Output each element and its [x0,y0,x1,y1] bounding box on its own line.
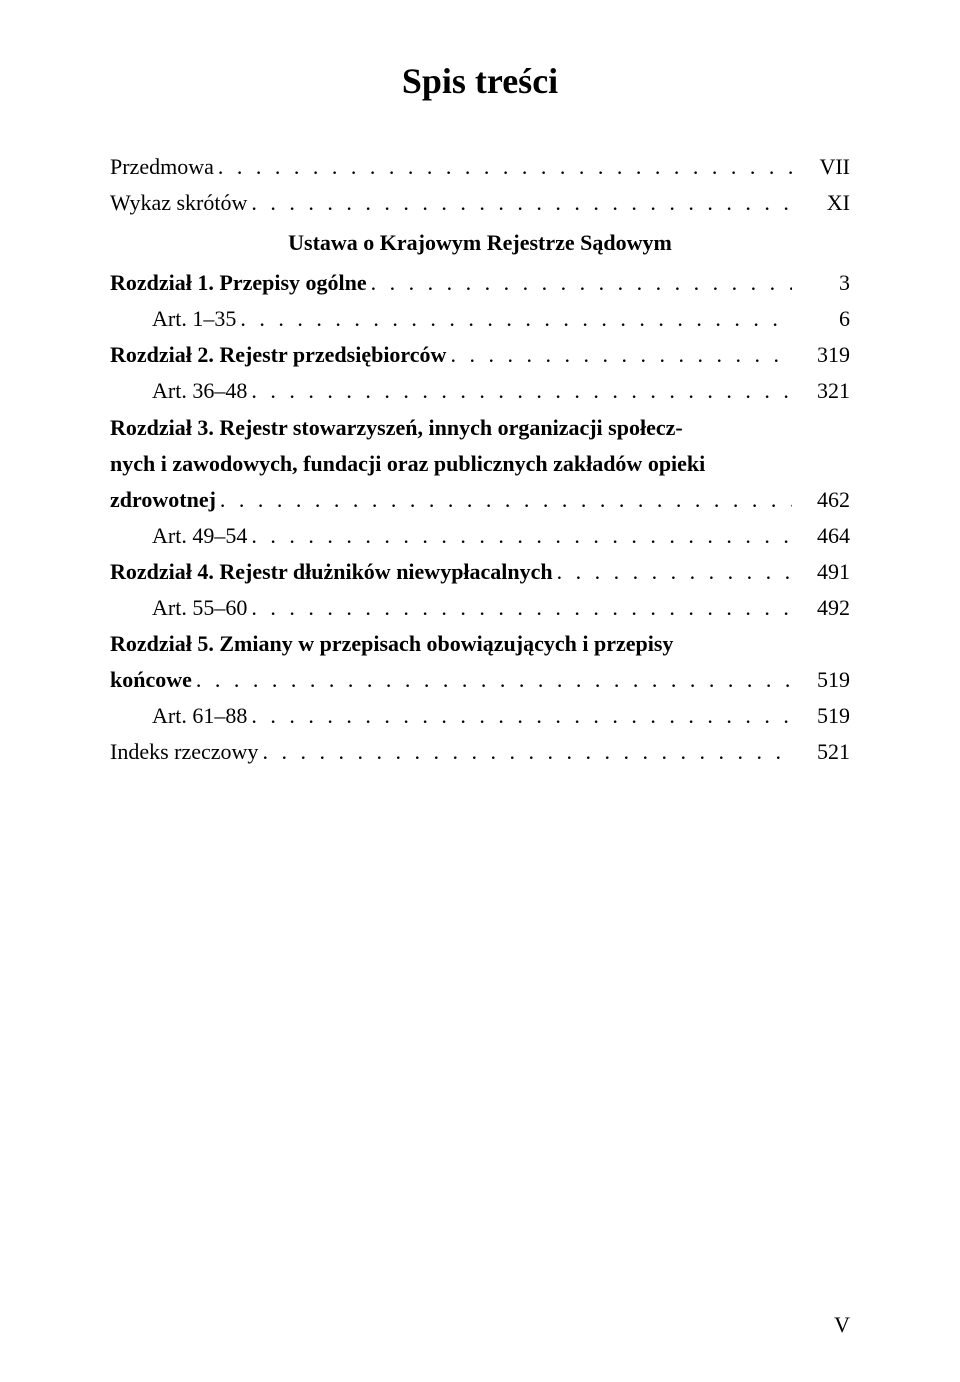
toc-dots [247,186,792,220]
toc-label: końcowe [110,663,192,697]
toc-dots [214,150,792,184]
toc-line-przedmowa: Przedmowa VII [110,150,850,184]
toc-label: Art. 36–48 [152,374,247,408]
toc-dots [367,266,792,300]
toc-line-r3-last: zdrowotnej 462 [110,483,850,517]
toc-label: Rozdział 4. Rejestr dłużników niewypłaca… [110,555,553,589]
toc-label: Art. 49–54 [152,519,247,553]
toc-line-r3-art: Art. 49–54 464 [110,519,850,553]
toc-dots [247,519,792,553]
toc-label: Art. 61–88 [152,699,247,733]
toc-page: 492 [792,591,850,625]
toc-line-r2-art: Art. 36–48 321 [110,374,850,408]
toc-page: 519 [792,663,850,697]
toc-line-r4-art: Art. 55–60 492 [110,591,850,625]
toc-line-wykaz: Wykaz skrótów XI [110,186,850,220]
toc-label: Wykaz skrótów [110,186,247,220]
toc-label: Rozdział 2. Rejestr przedsiębiorców [110,338,446,372]
page-title: Spis treści [110,60,850,102]
toc-dots [236,302,792,336]
toc-dots [247,374,792,408]
toc-dots [247,591,792,625]
toc-line-r1: Rozdział 1. Przepisy ogólne 3 [110,266,850,300]
toc-label: Przedmowa [110,150,214,184]
toc-label: Art. 1–35 [152,302,236,336]
toc-page: 6 [792,302,850,336]
toc-page: 3 [792,266,850,300]
toc-page: 491 [792,555,850,589]
toc-line-r2: Rozdział 2. Rejestr przedsiębiorców 319 [110,338,850,372]
toc-dots [247,699,792,733]
toc-dots [216,483,792,517]
toc-label: Art. 55–60 [152,591,247,625]
toc-line-r5-part1: Rozdział 5. Zmiany w przepisach obowiązu… [110,627,850,661]
toc-line-r5-art: Art. 61–88 519 [110,699,850,733]
toc-page: 521 [792,735,850,769]
toc-page: 462 [792,483,850,517]
toc-page: XI [792,186,850,220]
toc-label: nych i zawodowych, fundacji oraz publicz… [110,451,705,476]
toc-dots [258,735,792,769]
section-heading: Ustawa o Krajowym Rejestrze Sądowym [110,230,850,256]
toc-dots [446,338,792,372]
toc-page: 519 [792,699,850,733]
toc-line-r4: Rozdział 4. Rejestr dłużników niewypłaca… [110,555,850,589]
toc-page: 319 [792,338,850,372]
toc-label: Rozdział 3. Rejestr stowarzyszeń, innych… [110,415,683,440]
toc-line-r3-part1: Rozdział 3. Rejestr stowarzyszeń, innych… [110,411,850,445]
toc-label: Rozdział 5. Zmiany w przepisach obowiązu… [110,631,673,656]
toc-page: 321 [792,374,850,408]
page-number: V [834,1312,850,1338]
toc-page: 464 [792,519,850,553]
toc-dots [192,663,792,697]
toc-page: VII [792,150,850,184]
toc-line-r3-part2: nych i zawodowych, fundacji oraz publicz… [110,447,850,481]
toc-label: zdrowotnej [110,483,216,517]
toc-line-indeks: Indeks rzeczowy 521 [110,735,850,769]
toc-line-r5-last: końcowe 519 [110,663,850,697]
toc-dots [553,555,792,589]
toc-label: Indeks rzeczowy [110,735,258,769]
toc-label: Rozdział 1. Przepisy ogólne [110,266,367,300]
toc-line-r1-art: Art. 1–35 6 [110,302,850,336]
